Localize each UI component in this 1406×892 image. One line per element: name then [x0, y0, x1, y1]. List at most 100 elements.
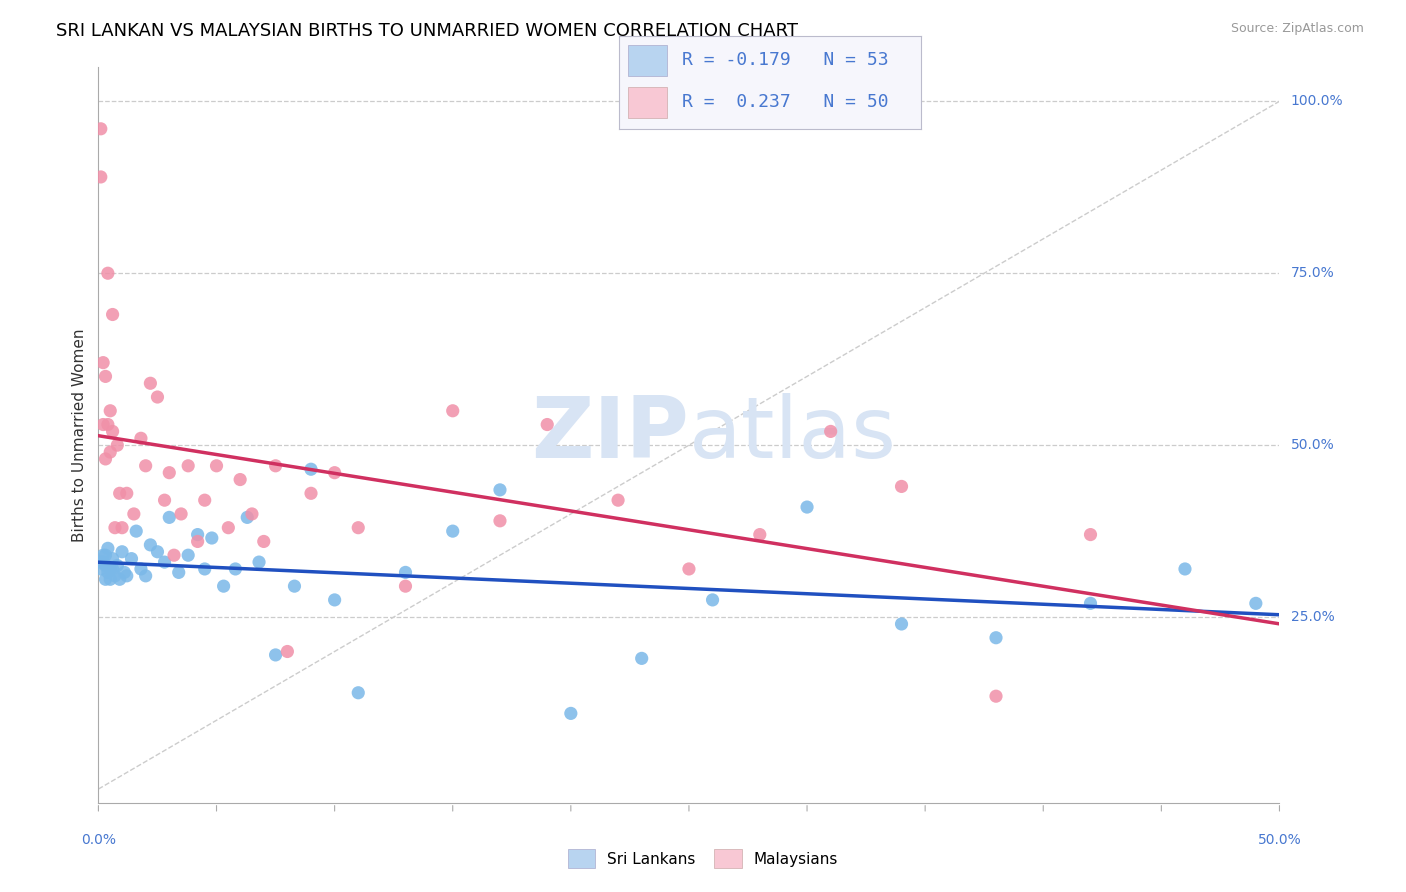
Point [104, 569, 127, 583]
Y-axis label: Births to Unmarried Women: Births to Unmarried Women [72, 328, 87, 541]
Point [299, 462, 322, 476]
Point [94, 548, 117, 562]
Point [146, 390, 169, 404]
Point [984, 689, 1007, 703]
Point [163, 548, 186, 562]
Point [111, 521, 134, 535]
Text: 75.0%: 75.0% [1291, 266, 1334, 280]
Point [135, 458, 157, 473]
Point [276, 644, 298, 658]
Point [139, 376, 162, 391]
Point [212, 579, 235, 593]
Point [224, 562, 246, 576]
Point [135, 569, 157, 583]
Point [91, 356, 114, 370]
Point [146, 545, 169, 559]
Point [91, 417, 114, 432]
Point [129, 562, 152, 576]
Point [94, 369, 117, 384]
Point [98, 572, 121, 586]
Point [194, 562, 217, 576]
Point [678, 562, 700, 576]
Point [139, 538, 162, 552]
Point [796, 500, 818, 514]
Point [229, 473, 252, 487]
Point [98, 445, 121, 459]
Point [97, 541, 120, 556]
FancyBboxPatch shape [627, 45, 666, 76]
Point [1080, 527, 1102, 541]
Text: 50.0%: 50.0% [1291, 438, 1334, 452]
Point [194, 493, 217, 508]
Text: 25.0%: 25.0% [1291, 610, 1334, 624]
Point [441, 404, 464, 418]
Point [101, 425, 124, 439]
Text: 50.0%: 50.0% [1257, 833, 1302, 847]
Point [105, 558, 128, 573]
Point [108, 486, 131, 500]
Point [105, 438, 128, 452]
Point [122, 507, 145, 521]
Point [299, 486, 322, 500]
Point [94, 451, 117, 466]
Point [607, 493, 630, 508]
Point [394, 579, 416, 593]
Point [253, 534, 276, 549]
Point [187, 527, 209, 541]
Point [702, 593, 724, 607]
Point [347, 686, 370, 700]
Point [104, 521, 127, 535]
Point [264, 648, 287, 662]
Point [111, 545, 134, 559]
Point [347, 521, 370, 535]
Point [91, 555, 114, 569]
Point [101, 562, 124, 576]
Point [441, 524, 464, 538]
Point [820, 425, 842, 439]
FancyBboxPatch shape [627, 87, 666, 118]
Point [890, 617, 912, 632]
Text: R =  0.237   N = 50: R = 0.237 N = 50 [682, 93, 889, 112]
Point [247, 555, 270, 569]
Text: Source: ZipAtlas.com: Source: ZipAtlas.com [1230, 22, 1364, 36]
Point [323, 466, 346, 480]
Point [283, 579, 305, 593]
Point [630, 651, 652, 665]
Point [489, 483, 512, 497]
Point [153, 493, 176, 508]
Text: 0.0%: 0.0% [82, 833, 115, 847]
Point [170, 507, 193, 521]
Point [240, 507, 263, 521]
Point [394, 566, 416, 580]
Text: atlas: atlas [689, 393, 897, 476]
Point [984, 631, 1007, 645]
Text: 100.0%: 100.0% [1291, 95, 1343, 108]
Point [217, 521, 239, 535]
Point [94, 558, 117, 573]
Point [91, 548, 114, 562]
Point [177, 548, 200, 562]
Point [167, 566, 190, 580]
Point [536, 417, 558, 432]
Point [177, 458, 200, 473]
Point [90, 121, 112, 136]
Point [1244, 596, 1267, 610]
Point [94, 572, 117, 586]
Point [560, 706, 582, 721]
Point [97, 266, 120, 280]
Text: R = -0.179   N = 53: R = -0.179 N = 53 [682, 51, 889, 69]
Point [112, 566, 135, 580]
Point [97, 417, 120, 432]
Point [101, 551, 124, 566]
Point [236, 510, 259, 524]
Point [129, 431, 152, 445]
Point [121, 551, 143, 566]
Point [153, 555, 176, 569]
Point [187, 534, 209, 549]
Legend: Sri Lankans, Malaysians: Sri Lankans, Malaysians [561, 843, 845, 874]
Point [98, 404, 121, 418]
Point [90, 169, 112, 184]
Point [90, 562, 112, 576]
Point [108, 572, 131, 586]
Point [98, 562, 121, 576]
